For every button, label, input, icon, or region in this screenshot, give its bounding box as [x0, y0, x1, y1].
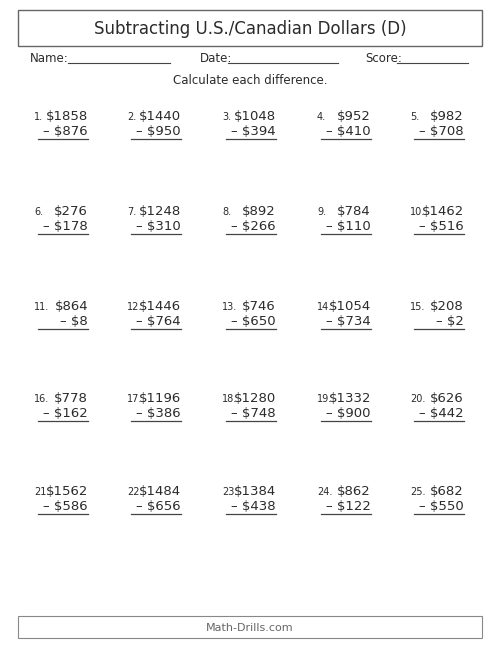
Text: Date:: Date: — [200, 52, 232, 65]
Text: – $110: – $110 — [326, 220, 371, 233]
Text: $1440: $1440 — [139, 110, 181, 123]
Text: $1196: $1196 — [139, 392, 181, 405]
Text: 1.: 1. — [34, 112, 43, 122]
Text: – $266: – $266 — [232, 220, 276, 233]
Text: $952: $952 — [337, 110, 371, 123]
Bar — [18, 616, 482, 638]
Text: $1446: $1446 — [139, 300, 181, 313]
Text: $1048: $1048 — [234, 110, 276, 123]
Text: – $394: – $394 — [232, 125, 276, 138]
Text: – $586: – $586 — [44, 500, 88, 513]
Text: $1384: $1384 — [234, 485, 276, 498]
Text: 10.: 10. — [410, 207, 425, 217]
Text: $1054: $1054 — [329, 300, 371, 313]
Text: $892: $892 — [242, 205, 276, 218]
Text: Math-Drills.com: Math-Drills.com — [206, 623, 294, 633]
Text: $1462: $1462 — [422, 205, 464, 218]
Text: $784: $784 — [337, 205, 371, 218]
Text: – $748: – $748 — [232, 407, 276, 420]
Text: – $900: – $900 — [326, 407, 371, 420]
Text: $208: $208 — [430, 300, 464, 313]
Text: – $516: – $516 — [419, 220, 464, 233]
Text: $626: $626 — [430, 392, 464, 405]
Text: $746: $746 — [242, 300, 276, 313]
Text: – $442: – $442 — [420, 407, 464, 420]
Text: – $950: – $950 — [136, 125, 181, 138]
Text: – $2: – $2 — [436, 315, 464, 328]
Text: 19.: 19. — [317, 394, 332, 404]
Text: 24.: 24. — [317, 487, 332, 497]
Text: – $656: – $656 — [136, 500, 181, 513]
Text: $682: $682 — [430, 485, 464, 498]
Text: 14.: 14. — [317, 302, 332, 312]
Text: 15.: 15. — [410, 302, 426, 312]
Text: Subtracting U.S./Canadian Dollars (D): Subtracting U.S./Canadian Dollars (D) — [94, 20, 406, 38]
Text: 21.: 21. — [34, 487, 50, 497]
Text: 17.: 17. — [127, 394, 142, 404]
Text: – $310: – $310 — [136, 220, 181, 233]
Text: – $708: – $708 — [420, 125, 464, 138]
Text: $1484: $1484 — [139, 485, 181, 498]
Text: 18.: 18. — [222, 394, 238, 404]
Text: – $734: – $734 — [326, 315, 371, 328]
Text: $982: $982 — [430, 110, 464, 123]
Text: $1332: $1332 — [328, 392, 371, 405]
Text: – $178: – $178 — [44, 220, 88, 233]
Text: 3.: 3. — [222, 112, 231, 122]
Text: 7.: 7. — [127, 207, 136, 217]
Text: 12.: 12. — [127, 302, 142, 312]
Text: $1248: $1248 — [139, 205, 181, 218]
Text: – $410: – $410 — [326, 125, 371, 138]
Text: 20.: 20. — [410, 394, 426, 404]
Text: Calculate each difference.: Calculate each difference. — [173, 74, 327, 87]
Text: 4.: 4. — [317, 112, 326, 122]
Text: 16.: 16. — [34, 394, 49, 404]
Text: 2.: 2. — [127, 112, 136, 122]
Text: – $8: – $8 — [60, 315, 88, 328]
Text: Score:: Score: — [365, 52, 402, 65]
Text: $864: $864 — [54, 300, 88, 313]
Text: – $162: – $162 — [44, 407, 88, 420]
Text: – $876: – $876 — [44, 125, 88, 138]
Bar — [18, 10, 482, 46]
Text: 5.: 5. — [410, 112, 419, 122]
Text: – $550: – $550 — [419, 500, 464, 513]
Text: 6.: 6. — [34, 207, 43, 217]
Text: 8.: 8. — [222, 207, 231, 217]
Text: 22.: 22. — [127, 487, 142, 497]
Text: $276: $276 — [54, 205, 88, 218]
Text: 9.: 9. — [317, 207, 326, 217]
Text: – $650: – $650 — [232, 315, 276, 328]
Text: 25.: 25. — [410, 487, 426, 497]
Text: 23.: 23. — [222, 487, 238, 497]
Text: – $386: – $386 — [136, 407, 181, 420]
Text: $778: $778 — [54, 392, 88, 405]
Text: Name:: Name: — [30, 52, 69, 65]
Text: $1280: $1280 — [234, 392, 276, 405]
Text: $1858: $1858 — [46, 110, 88, 123]
Text: – $764: – $764 — [136, 315, 181, 328]
Text: – $122: – $122 — [326, 500, 371, 513]
Text: $1562: $1562 — [46, 485, 88, 498]
Text: 13.: 13. — [222, 302, 238, 312]
Text: 11.: 11. — [34, 302, 49, 312]
Text: – $438: – $438 — [232, 500, 276, 513]
Text: $862: $862 — [337, 485, 371, 498]
